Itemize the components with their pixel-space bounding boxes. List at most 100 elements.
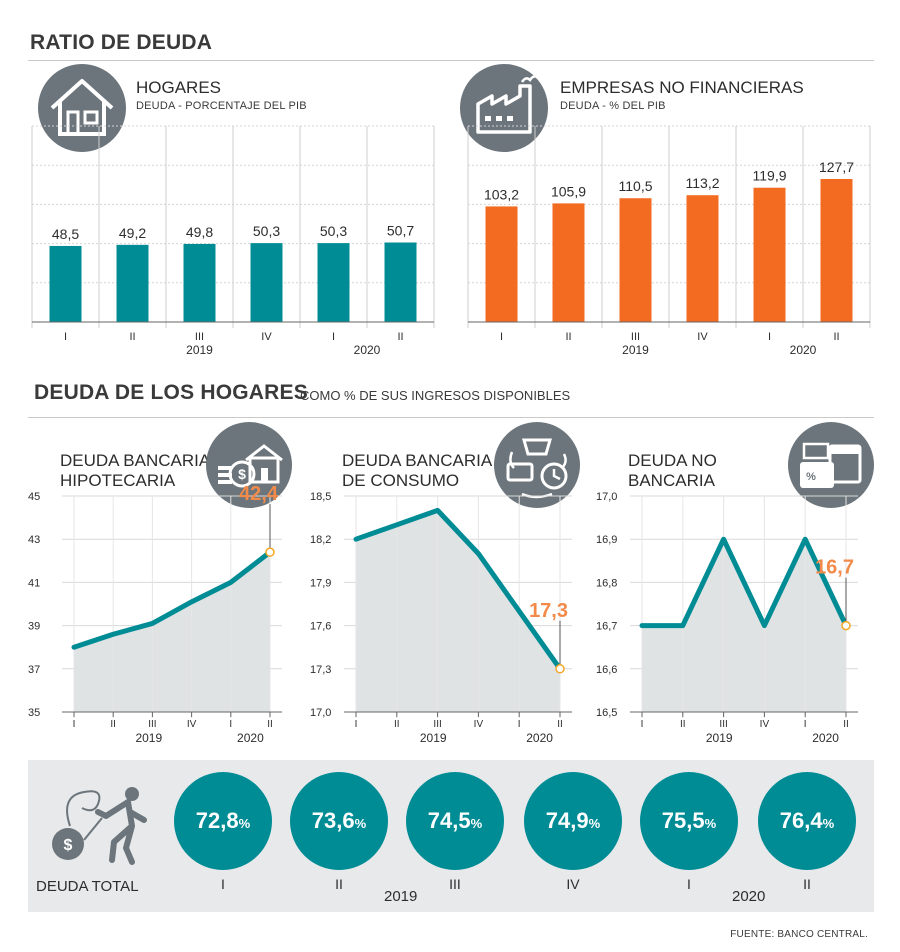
y-tick-label: 18,2 xyxy=(310,534,331,546)
x-tick-label: I xyxy=(804,719,807,730)
year-label: 2019 xyxy=(186,343,213,357)
total-debt-label: DEUDA TOTAL xyxy=(36,878,139,895)
total-debt-bubble: 73,6% xyxy=(290,772,388,870)
bubble-value: 75,5 xyxy=(661,808,705,833)
bar-value-label: 48,5 xyxy=(52,226,79,242)
mortgage-icon: $ xyxy=(218,444,283,488)
svg-text:%: % xyxy=(806,471,816,483)
x-tick-label: I xyxy=(518,719,521,730)
bubble-unit: % xyxy=(470,815,483,831)
x-tick-label: II xyxy=(129,331,135,343)
bubble-unit: % xyxy=(238,815,251,831)
bubble-unit: % xyxy=(704,815,717,831)
bubble-value: 72,8 xyxy=(195,808,239,833)
series-line xyxy=(639,536,849,629)
total-debt-bubble: 74,9% xyxy=(524,772,622,870)
last-point-marker xyxy=(555,664,565,674)
source-note: FUENTE: BANCO CENTRAL. xyxy=(730,929,868,940)
year-label: 2020 xyxy=(354,343,381,357)
last-point-marker xyxy=(841,620,851,631)
section-divider xyxy=(28,60,874,61)
bar xyxy=(250,243,283,322)
x-tick-label: II xyxy=(557,719,563,730)
y-tick-label: 16,7 xyxy=(596,621,617,633)
total-debt-bubble: 74,5% xyxy=(406,772,504,870)
y-tick-label: 37 xyxy=(28,664,40,676)
y-tick-label: 35 xyxy=(28,707,40,719)
x-tick-label: II xyxy=(843,719,849,730)
debtor-icon: $ xyxy=(52,787,147,865)
year-label: 2019 xyxy=(135,731,162,745)
bar xyxy=(820,178,853,322)
mortgage-icon-circle: $ xyxy=(206,422,292,508)
factory-icon-circle xyxy=(460,64,548,152)
svg-text:$: $ xyxy=(64,837,73,854)
last-value-label: 16,7 xyxy=(815,557,854,579)
year-label: 2020 xyxy=(732,888,766,905)
total-debt-bubble: 75,5% xyxy=(640,772,738,870)
bar xyxy=(753,187,786,322)
section-divider xyxy=(28,417,874,418)
x-tick-label: I xyxy=(229,719,232,730)
bar xyxy=(686,195,719,322)
title-line: BANCARIA xyxy=(628,471,715,490)
panel-subtitle-hogares: DEUDA - PORCENTAJE DEL PIB xyxy=(136,100,307,112)
panel-title-hogares: HOGARES xyxy=(136,78,222,97)
total-debt-bubble: 72,8% xyxy=(174,772,272,870)
y-tick-label: 17,3 xyxy=(310,664,331,676)
x-tick-label: IV xyxy=(697,331,708,343)
y-tick-label: 39 xyxy=(28,621,40,633)
y-tick-label: 17,9 xyxy=(310,577,331,589)
area-fill xyxy=(74,552,270,712)
bubble-quarter-label: III xyxy=(449,876,461,892)
bar xyxy=(49,245,82,322)
series-line xyxy=(71,549,273,650)
x-tick-label: IV xyxy=(187,719,197,730)
bar xyxy=(485,206,518,322)
y-tick-label: 16,6 xyxy=(596,664,617,676)
bar-value-label: 49,8 xyxy=(186,224,213,240)
year-label: 2019 xyxy=(706,731,733,745)
y-tick-label: 45 xyxy=(28,491,40,503)
x-tick-label: I xyxy=(641,719,644,730)
section-title-hogares: DEUDA DE LOS HOGARES xyxy=(34,381,308,404)
year-label: 2020 xyxy=(237,731,264,745)
y-tick-label: 16,9 xyxy=(596,534,617,546)
year-label: 2019 xyxy=(384,888,418,905)
x-tick-label: I xyxy=(64,331,67,343)
title-line: DEUDA BANCARIA xyxy=(342,451,493,470)
y-tick-label: 17,6 xyxy=(310,621,331,633)
x-tick-label: III xyxy=(148,719,156,730)
bar-value-label: 105,9 xyxy=(551,183,586,199)
x-tick-label: I xyxy=(768,331,771,343)
x-tick-label: II xyxy=(680,719,686,730)
x-tick-label: II xyxy=(397,331,403,343)
x-tick-label: IV xyxy=(760,719,770,730)
y-tick-label: 18,5 xyxy=(310,491,331,503)
bubble-value: 74,5 xyxy=(427,808,471,833)
bar-value-label: 50,3 xyxy=(320,223,347,239)
wallet-calendar-icon: % xyxy=(800,442,862,488)
bar-value-label: 49,2 xyxy=(119,225,146,241)
bar xyxy=(183,243,216,322)
bubble-quarter-label: II xyxy=(803,876,811,892)
x-tick-label: III xyxy=(433,719,441,730)
title-line: HIPOTECARIA xyxy=(60,471,176,490)
panel-title-empresas: EMPRESAS NO FINANCIERAS xyxy=(560,78,804,97)
section-title-ratio: RATIO DE DEUDA xyxy=(30,31,213,54)
panel-title-no-bancaria: DEUDA NO BANCARIA xyxy=(628,451,717,491)
bubble-value: 74,9 xyxy=(545,808,589,833)
y-tick-label: 43 xyxy=(28,534,40,546)
x-tick-label: III xyxy=(719,719,727,730)
bubble-quarter-label: IV xyxy=(566,876,580,892)
y-tick-label: 16,8 xyxy=(596,577,617,589)
bubble-quarter-label: II xyxy=(335,876,343,892)
y-tick-label: 17,0 xyxy=(596,491,617,503)
bar xyxy=(552,203,585,322)
bar-value-label: 50,7 xyxy=(387,223,414,239)
svg-text:$: $ xyxy=(238,466,246,482)
house-icon-circle xyxy=(38,64,126,152)
bubble-quarter-label: I xyxy=(687,876,691,892)
x-tick-label: IV xyxy=(474,719,484,730)
